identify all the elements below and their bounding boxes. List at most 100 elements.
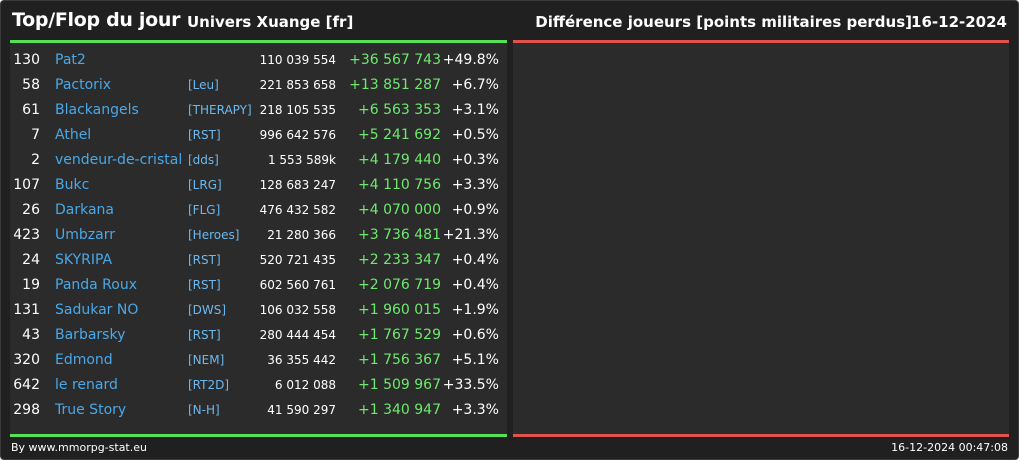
player-rank: 298 <box>13 402 40 418</box>
player-name-link[interactable]: SKYRIPA <box>55 252 113 268</box>
player-name-link[interactable]: Edmond <box>55 352 113 368</box>
player-rank: 26 <box>22 202 40 218</box>
player-rank: 61 <box>22 102 40 118</box>
top-players-panel: 130 Pat2 110 039 554 +36 567 743 +49.8% 58 Pac… <box>10 40 507 437</box>
site-credit: By www.mmorpg-stat.eu <box>11 441 147 454</box>
alliance-tag-link[interactable]: [RT2D] <box>188 378 230 392</box>
percent-change: +49.8% <box>442 52 499 68</box>
points-difference: +4 070 000 <box>358 202 441 218</box>
player-name-link[interactable]: Sadukar NO <box>55 302 139 318</box>
player-row: 130 Pat2 110 039 554 +36 567 743 +49.8% <box>10 48 507 73</box>
player-total-points: 36 355 442 <box>267 353 336 367</box>
percent-change: +0.6% <box>451 327 499 343</box>
player-total-points: 476 432 582 <box>259 203 336 217</box>
points-difference: +1 767 529 <box>358 327 441 343</box>
points-difference: +1 509 967 <box>358 377 441 393</box>
points-difference: +2 076 719 <box>358 277 441 293</box>
player-total-points: 602 560 761 <box>259 278 336 292</box>
percent-change: +0.4% <box>451 277 499 293</box>
player-name-link[interactable]: Blackangels <box>55 102 139 118</box>
percent-change: +5.1% <box>451 352 499 368</box>
percent-change: +0.4% <box>451 252 499 268</box>
player-row: 58 Pactorix [Leu] 221 853 658 +13 851 287 +6.… <box>10 73 507 98</box>
player-name-link[interactable]: Umbzarr <box>55 227 115 243</box>
header-date: 16-12-2024 <box>911 13 1007 31</box>
player-name-link[interactable]: Panda Roux <box>55 277 138 293</box>
points-difference: +4 110 756 <box>358 177 441 193</box>
alliance-tag-link[interactable]: [NEM] <box>188 353 225 367</box>
player-row: 2 vendeur-de-cristal [dds] 1 553 589k +4 179… <box>10 148 507 173</box>
player-total-points: 280 444 454 <box>259 328 336 342</box>
flop-players-panel <box>513 40 1009 437</box>
player-row: 298 True Story [N-H] 41 590 297 +1 340 947 +3… <box>10 398 507 423</box>
points-difference: +2 233 347 <box>358 252 441 268</box>
player-name-link[interactable]: Darkana <box>55 202 115 218</box>
player-total-points: 996 642 576 <box>259 128 336 142</box>
percent-change: +3.1% <box>451 102 499 118</box>
percent-change: +3.3% <box>451 402 499 418</box>
alliance-tag-link[interactable]: [RST] <box>188 253 221 267</box>
player-rank: 43 <box>22 327 40 343</box>
player-rank: 107 <box>13 177 40 193</box>
player-name-link[interactable]: le renard <box>55 377 118 393</box>
player-total-points: 1 553 589k <box>267 153 336 167</box>
player-total-points: 218 105 535 <box>259 103 336 117</box>
player-name-link[interactable]: vendeur-de-cristal <box>55 152 183 168</box>
player-name-link[interactable]: Pactorix <box>55 77 112 93</box>
player-rank: 58 <box>22 77 40 93</box>
player-name-link[interactable]: True Story <box>55 402 127 418</box>
player-rank: 24 <box>22 252 40 268</box>
player-rank: 423 <box>13 227 40 243</box>
alliance-tag-link[interactable]: [N-H] <box>188 403 220 417</box>
player-name-link[interactable]: Bukc <box>55 177 90 193</box>
player-row: 423 Umbzarr [Heroes] 21 280 366 +3 736 481 +2… <box>10 223 507 248</box>
points-difference: +1 960 015 <box>358 302 441 318</box>
points-difference: +13 851 287 <box>349 77 441 93</box>
player-rank: 2 <box>31 152 40 168</box>
player-row: 61 Blackangels [THERAPY] 218 105 535 +6 563 … <box>10 98 507 123</box>
alliance-tag-link[interactable]: [dds] <box>188 153 219 167</box>
player-name-link[interactable]: Pat2 <box>55 52 86 68</box>
player-row: 19 Panda Roux [RST] 602 560 761 +2 076 719 +0… <box>10 273 507 298</box>
player-total-points: 221 853 658 <box>259 78 336 92</box>
universe-label: Univers Xuange [fr] <box>187 13 354 31</box>
points-difference: +4 179 440 <box>358 152 441 168</box>
player-rank: 130 <box>13 52 40 68</box>
player-row: 642 le renard [RT2D] 6 012 088 +1 509 967 +33… <box>10 373 507 398</box>
alliance-tag-link[interactable]: [THERAPY] <box>188 103 252 117</box>
player-row: 7 Athel [RST] 996 642 576 +5 241 692 +0.5% <box>10 123 507 148</box>
player-total-points: 6 012 088 <box>274 378 336 392</box>
player-rank: 320 <box>13 352 40 368</box>
player-row: 107 Bukc [LRG] 128 683 247 +4 110 756 +3.3% <box>10 173 507 198</box>
percent-change: +6.7% <box>451 77 499 93</box>
alliance-tag-link[interactable]: [RST] <box>188 128 221 142</box>
alliance-tag-link[interactable]: [FLG] <box>188 203 221 217</box>
percent-change: +21.3% <box>442 227 499 243</box>
player-total-points: 41 590 297 <box>267 403 336 417</box>
generated-timestamp: 16-12-2024 00:47:08 <box>891 441 1008 454</box>
alliance-tag-link[interactable]: [RST] <box>188 278 221 292</box>
page-title: Top/Flop du jour <box>12 9 181 31</box>
player-rank: 7 <box>31 127 40 143</box>
ranking-subtitle: Différence joueurs [points militaires pe… <box>535 13 912 31</box>
alliance-tag-link[interactable]: [Heroes] <box>188 228 240 242</box>
player-row: 43 Barbarsky [RST] 280 444 454 +1 767 529 +0.… <box>10 323 507 348</box>
player-row: 131 Sadukar NO [DWS] 106 032 558 +1 960 015 +… <box>10 298 507 323</box>
percent-change: +0.3% <box>451 152 499 168</box>
player-name-link[interactable]: Athel <box>55 127 92 143</box>
alliance-tag-link[interactable]: [Leu] <box>188 78 219 92</box>
player-rank: 131 <box>13 302 40 318</box>
percent-change: +1.9% <box>451 302 499 318</box>
player-total-points: 21 280 366 <box>267 228 336 242</box>
player-total-points: 128 683 247 <box>259 178 336 192</box>
player-total-points: 106 032 558 <box>259 303 336 317</box>
alliance-tag-link[interactable]: [DWS] <box>188 303 227 317</box>
points-difference: +36 567 743 <box>349 52 441 68</box>
points-difference: +6 563 353 <box>358 102 441 118</box>
player-row: 24 SKYRIPA [RST] 520 721 435 +2 233 347 +0.4% <box>10 248 507 273</box>
alliance-tag-link[interactable]: [RST] <box>188 328 221 342</box>
alliance-tag-link[interactable]: [LRG] <box>188 178 222 192</box>
player-name-link[interactable]: Barbarsky <box>55 327 126 343</box>
percent-change: +0.9% <box>451 202 499 218</box>
percent-change: +3.3% <box>451 177 499 193</box>
